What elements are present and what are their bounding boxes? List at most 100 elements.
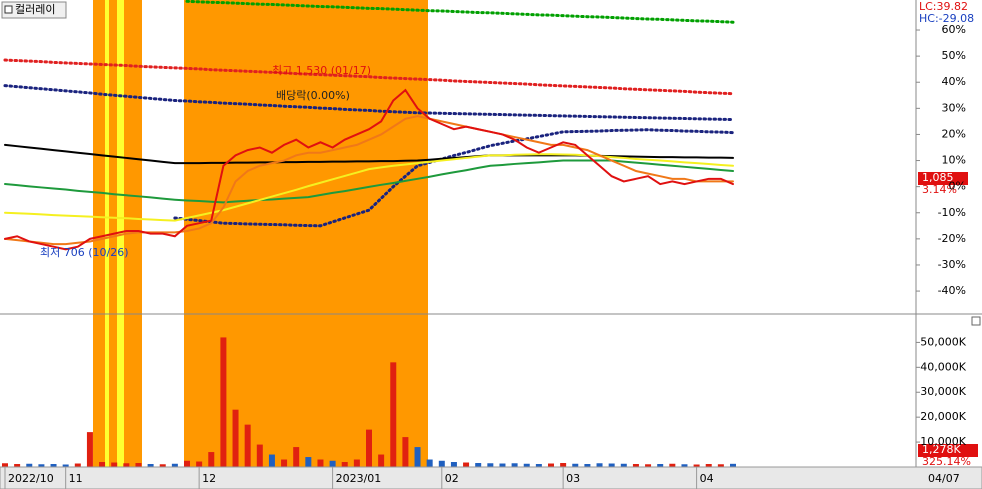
- volume-bar: [572, 463, 579, 467]
- last-date: 04/07: [928, 472, 960, 485]
- volume-bar: [414, 447, 421, 467]
- volume-bar: [717, 464, 724, 467]
- moving-average: [4, 153, 734, 222]
- volume-bar: [268, 454, 275, 467]
- volume-bar: [14, 464, 21, 467]
- x-tick-label: 12: [202, 472, 216, 485]
- volume-bar: [681, 464, 688, 467]
- envelope-line: [173, 128, 735, 228]
- x-tick-label: 03: [566, 472, 580, 485]
- volume-ratio: 325.14%: [922, 455, 971, 468]
- volume-bar: [378, 454, 385, 467]
- button-label[interactable]: 컬러레이: [15, 3, 55, 16]
- last-change: 3.14%: [922, 183, 957, 196]
- volume-bar: [147, 464, 154, 467]
- volume-tick-label: 30,000K: [920, 385, 966, 398]
- volume-tick-label: 10,000K: [920, 435, 966, 448]
- x-tick-label: 02: [445, 472, 459, 485]
- volume-bar: [499, 463, 506, 467]
- dividend-annotation: 배당락(0.00%): [276, 89, 350, 102]
- volume-bar: [256, 444, 263, 467]
- lc-label: LC:39.82: [919, 0, 968, 13]
- volume-bar: [511, 463, 518, 467]
- y-tick-label: 40%: [942, 75, 966, 88]
- volume-bar: [669, 463, 676, 467]
- volume-bar: [50, 464, 57, 467]
- x-axis-strip: [0, 466, 982, 489]
- last-volume-box: [918, 444, 978, 457]
- volume-bar: [657, 464, 664, 467]
- volume-bar: [596, 463, 603, 467]
- color-ray-button[interactable]: [1, 1, 67, 19]
- y-tick-label: -10%: [938, 206, 966, 219]
- volume-bar: [281, 459, 288, 467]
- volume-bar: [693, 464, 700, 467]
- x-tick-label: 2022/10: [8, 472, 54, 485]
- volume-bar: [475, 463, 482, 467]
- volume-bar: [620, 463, 627, 467]
- volume-bar: [584, 464, 591, 467]
- volume-bar: [548, 463, 554, 467]
- volume-bar: [560, 463, 567, 467]
- y-tick-label: 50%: [942, 49, 966, 62]
- x-tick-label: 04: [700, 472, 714, 485]
- price-line: [4, 88, 734, 251]
- volume-bar: [196, 461, 203, 467]
- volume-bar: [74, 463, 81, 467]
- volume-bar: [523, 463, 530, 467]
- plot: [2, 0, 736, 467]
- volume-bar: [171, 463, 178, 467]
- volume-bar: [487, 463, 494, 467]
- volume-tick-label: 20,000K: [920, 410, 966, 423]
- volume-bar: [220, 337, 227, 467]
- envelope-line: [3, 84, 735, 122]
- volume-bar: [450, 462, 457, 467]
- volume-bar: [123, 463, 130, 467]
- x-tick-label: 11: [69, 472, 83, 485]
- y-tick-label: 10%: [942, 154, 966, 167]
- volume-bar: [86, 432, 93, 467]
- volume-bar: [730, 463, 736, 467]
- volume-bar: [293, 447, 300, 467]
- volume-bar: [184, 460, 190, 467]
- last-volume: 1,278K: [922, 443, 961, 456]
- high-annotation: 최고 1,530 (01/17): [272, 64, 371, 77]
- volume-bar: [438, 460, 445, 467]
- volume-bar: [426, 459, 433, 467]
- hc-label: HC:-29.08: [919, 12, 974, 25]
- y-tick-label: 0%: [949, 180, 966, 193]
- y-tick-label: -20%: [938, 232, 966, 245]
- volume-bar: [159, 464, 166, 467]
- volume-bar: [390, 362, 397, 467]
- volume-bar: [366, 429, 372, 467]
- x-tick-label: 2023/01: [336, 472, 382, 485]
- volume-bar: [705, 464, 712, 467]
- volume-bar: [135, 463, 142, 467]
- volume-bar: [329, 460, 336, 467]
- volume-bar: [535, 464, 542, 467]
- button-icon: [4, 5, 13, 14]
- y-tick-label: -30%: [938, 258, 966, 271]
- volume-bar: [317, 459, 324, 467]
- panel-close[interactable]: [971, 316, 981, 326]
- signal-stripe: [117, 0, 124, 467]
- volume-bar: [305, 457, 312, 467]
- volume-bar: [341, 462, 348, 467]
- volume-bar: [632, 464, 639, 467]
- envelope-line: [185, 0, 735, 24]
- volume-bar: [2, 463, 8, 467]
- volume-bar: [62, 464, 69, 467]
- envelope-line: [3, 58, 735, 96]
- y-tick-label: 20%: [942, 127, 966, 140]
- last-price-box: [918, 172, 968, 185]
- volume-bar: [26, 463, 33, 467]
- volume-bar: [402, 437, 409, 467]
- moving-average: [4, 143, 734, 165]
- volume-bar: [353, 459, 360, 467]
- volume-bar: [645, 464, 652, 467]
- volume-bar: [463, 462, 470, 467]
- signal-stripe: [105, 0, 109, 467]
